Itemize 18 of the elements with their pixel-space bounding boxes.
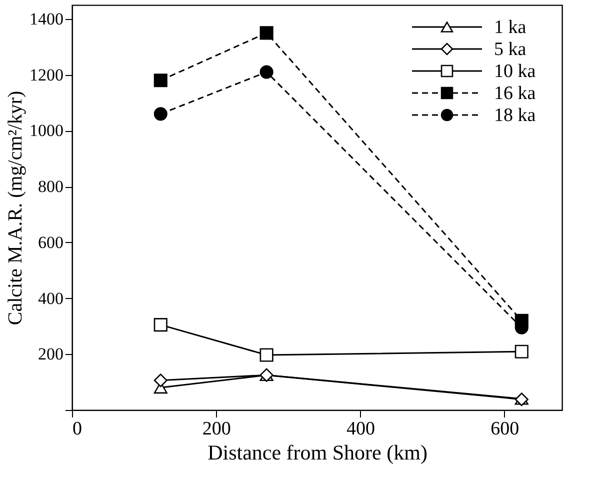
y-tick-label: 800	[38, 177, 64, 196]
x-tick-label: 600	[490, 418, 520, 440]
legend-label: 18 ka	[494, 105, 536, 126]
y-tick-label: 200	[38, 344, 64, 364]
x-tick-label: 0	[72, 418, 82, 440]
x-tick-label: 200	[202, 418, 231, 440]
legend-label: 5 ka	[494, 39, 527, 60]
legend-label: 16 ka	[494, 83, 536, 104]
y-tick-label: 400	[38, 288, 64, 308]
legend-label: 1 ka	[494, 17, 527, 38]
y-axis-title: Calcite M.A.R. (mg/cm²/kyr)	[4, 90, 26, 326]
legend-label: 10 ka	[494, 61, 536, 82]
y-tick-label: 1200	[30, 65, 64, 84]
x-tick-label: 400	[346, 418, 375, 440]
x-axis-title: Distance from Shore (km)	[208, 440, 428, 464]
y-tick-label: 600	[38, 232, 64, 252]
y-tick-label: 1400	[30, 9, 64, 28]
y-tick-label: 1000	[30, 121, 64, 140]
